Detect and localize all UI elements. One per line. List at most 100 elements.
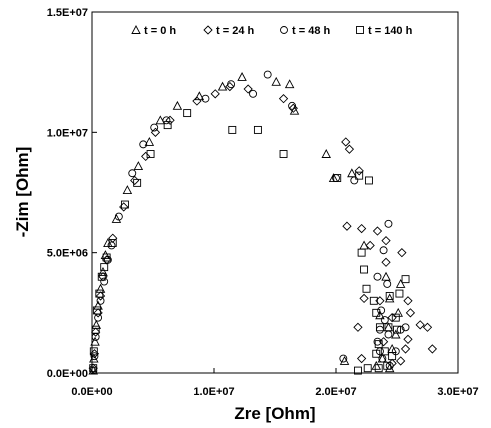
square-data-point [279,150,288,158]
diamond-data-point [372,226,383,236]
diamond-data-point [359,293,369,304]
diamond-data-point [192,96,202,106]
square-data-point [253,125,262,134]
circle-data-point [383,280,392,288]
square-data-point [228,125,237,134]
triangle-data-point [289,105,300,115]
diamond-data-point [341,137,351,147]
diamond-data-point [403,334,413,344]
triangle-data-point [321,149,331,158]
square-data-point [364,176,373,185]
square-data-point [89,364,98,373]
diamond-data-point [397,248,407,258]
square-data-point [163,121,172,130]
diamond-data-point [403,296,413,306]
square-data-point [183,109,192,118]
square-data-point [375,323,384,332]
square-data-point [395,289,404,298]
diamond-data-point [396,356,406,366]
triangle-data-point [284,79,295,89]
legend-item: t = 48 h [280,25,330,37]
triangle-data-point [395,278,406,288]
series-diamond [88,81,438,373]
triangle-data-point [271,76,281,86]
triangle-data-point [122,185,133,195]
circle-data-point [227,80,236,89]
square-data-point [362,284,371,293]
triangle-data-point [155,115,166,125]
y-tick-label: 1.5E+07 [47,7,88,19]
diamond-data-point [91,327,101,337]
square-data-point [120,200,129,209]
square-data-point [388,352,397,361]
triangle-data-point [111,214,122,223]
legend-triangle-marker [131,25,141,34]
circle-data-point [377,306,386,315]
legend-label: t = 0 h [144,25,176,37]
circle-data-point [384,219,393,228]
square-data-point [92,306,101,315]
diamond-data-point [356,223,367,234]
diamond-data-point [344,144,355,154]
diamond-data-point [422,322,433,332]
triangle-data-point [172,100,183,110]
square-data-point [355,171,364,180]
legend-item: t = 24 h [203,25,254,37]
diamond-data-point [141,151,151,162]
x-tick-label: 2.0E+07 [315,386,356,398]
square-data-point [102,253,111,262]
square-data-point [95,289,104,298]
y-axis-title: -Zim [Ohm] [13,147,32,238]
square-data-point [372,308,381,317]
triangle-data-point [391,329,401,339]
triangle-data-point [375,310,385,320]
legend: t = 0 h t = 24 h t = 48 h t = 140 h [131,25,413,37]
triangle-data-point [393,307,403,317]
circle-data-point [339,354,348,363]
legend-label: t = 140 h [368,25,413,37]
diamond-data-point [278,94,289,104]
x-tick-label: 0.0E+00 [71,386,112,398]
diamond-data-point [387,313,397,323]
square-data-point [89,347,98,356]
diamond-data-point [400,344,411,354]
circle-data-point [162,116,171,125]
y-tick-label: 5.0E+06 [47,248,88,260]
diamond-data-point [353,322,363,332]
data-markers [88,70,438,375]
circle-data-point [114,212,123,221]
y-axis: 0.0E+00 5.0E+06 1.0E+07 1.5E+07 [47,7,97,380]
square-data-point [133,178,142,187]
circle-data-point [90,352,99,361]
legend-label: t = 24 h [216,25,254,37]
triangle-data-point [217,81,228,91]
square-data-point [354,366,362,375]
diamond-data-point [342,221,352,231]
series-triangle [88,72,406,375]
diamond-data-point [225,81,235,92]
triangle-data-point [384,363,395,373]
square-data-point [91,325,100,334]
triangle-data-point [90,336,100,346]
diamond-data-point [210,89,220,99]
diamond-data-point [165,115,175,125]
square-data-point [380,347,389,356]
triangle-data-point [347,168,357,178]
x-tick-label: 1.0E+07 [193,386,234,398]
diamond-data-point [356,353,367,364]
circle-data-point [249,89,257,98]
diamond-data-point [243,84,253,94]
diamond-data-point [381,235,391,246]
triangle-data-point [98,266,108,276]
square-data-point [97,272,106,281]
square-data-point [384,323,393,332]
circle-data-point [263,70,272,79]
circle-data-point [201,94,210,103]
plot-area-frame [91,11,459,374]
square-data-point [100,263,109,272]
square-data-point [374,340,383,349]
circle-data-point [350,176,359,185]
square-data-point [401,275,410,284]
legend-item: t = 140 h [356,25,413,37]
square-data-point [393,325,401,334]
